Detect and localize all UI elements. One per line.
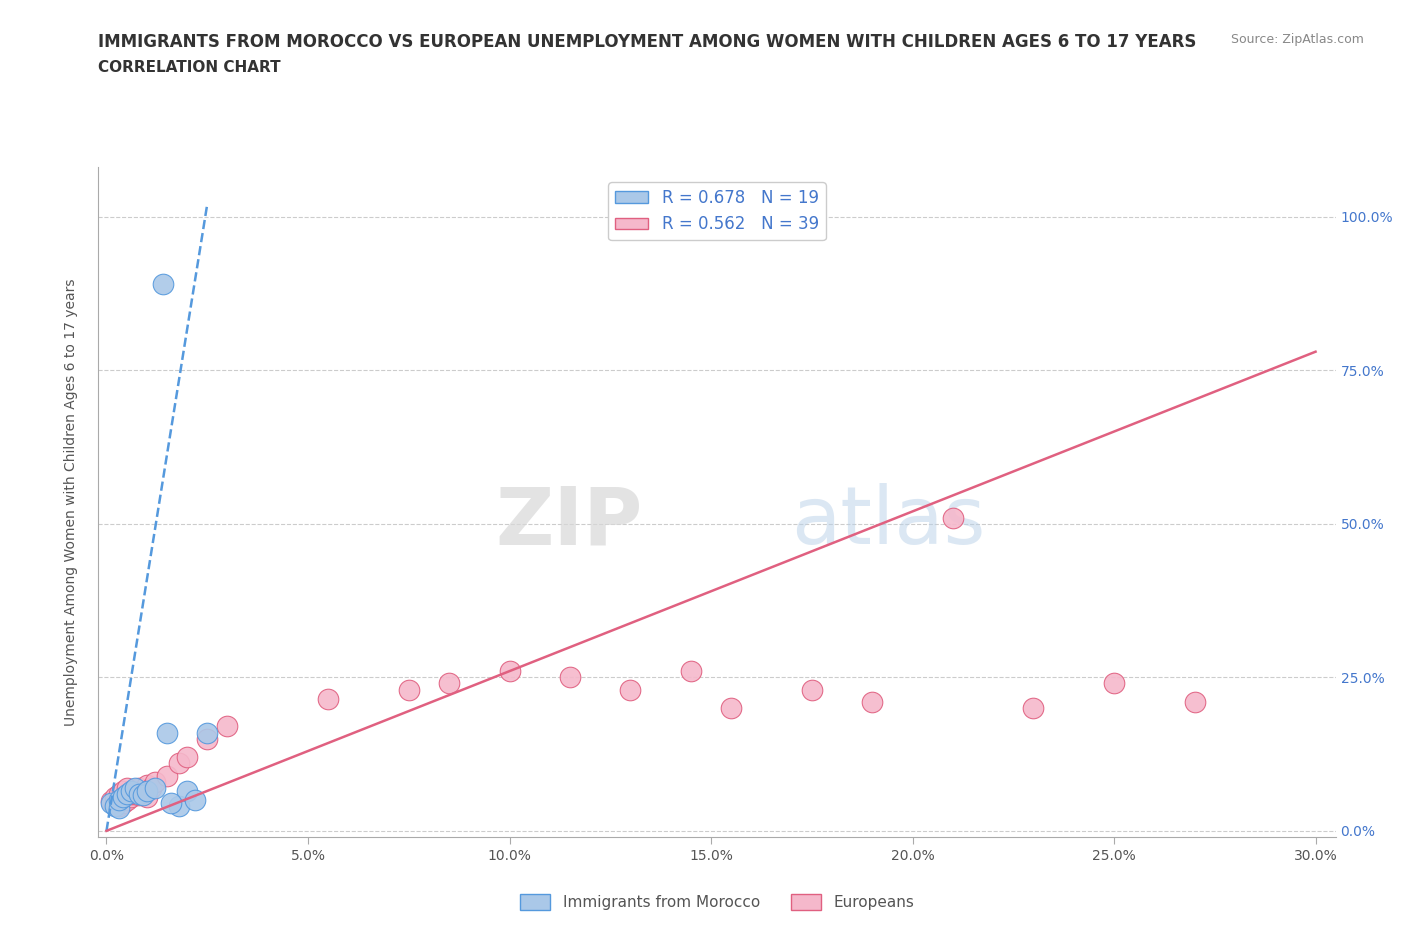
Point <box>103 799 125 814</box>
Point <box>156 768 179 783</box>
Y-axis label: Unemployment Among Women with Children Ages 6 to 17 years: Unemployment Among Women with Children A… <box>63 278 77 726</box>
Point <box>160 796 183 811</box>
Point <box>167 756 190 771</box>
Point <box>132 785 155 800</box>
Point <box>800 682 823 697</box>
Text: ZIP: ZIP <box>495 484 643 562</box>
Point <box>860 695 883 710</box>
Point <box>195 725 218 740</box>
Point <box>100 796 122 811</box>
Point <box>152 277 174 292</box>
Text: Source: ZipAtlas.com: Source: ZipAtlas.com <box>1230 33 1364 46</box>
Point <box>176 783 198 798</box>
Point <box>111 783 134 798</box>
Point <box>135 790 157 804</box>
Point <box>184 792 207 807</box>
Point <box>316 691 339 706</box>
Point <box>1184 695 1206 710</box>
Point <box>195 731 218 746</box>
Point <box>619 682 641 697</box>
Point <box>115 792 138 807</box>
Point <box>143 780 166 795</box>
Point <box>558 670 581 684</box>
Point <box>115 780 138 795</box>
Point <box>128 788 150 803</box>
Legend: Immigrants from Morocco, Europeans: Immigrants from Morocco, Europeans <box>513 888 921 916</box>
Point <box>217 719 239 734</box>
Point <box>437 676 460 691</box>
Point <box>124 780 146 795</box>
Point <box>115 787 138 802</box>
Point <box>132 788 155 803</box>
Point <box>103 790 125 804</box>
Point <box>107 787 129 802</box>
Point <box>942 511 965 525</box>
Point <box>679 664 702 679</box>
Point <box>111 796 134 811</box>
Point <box>135 783 157 798</box>
Point <box>128 787 150 802</box>
Point <box>498 664 520 679</box>
Point <box>120 790 142 804</box>
Point <box>143 775 166 790</box>
Text: IMMIGRANTS FROM MOROCCO VS EUROPEAN UNEMPLOYMENT AMONG WOMEN WITH CHILDREN AGES : IMMIGRANTS FROM MOROCCO VS EUROPEAN UNEM… <box>98 33 1197 50</box>
Point <box>100 794 122 809</box>
Point <box>135 777 157 792</box>
Point <box>111 790 134 804</box>
Text: atlas: atlas <box>792 484 986 562</box>
Point <box>107 800 129 815</box>
Point <box>156 725 179 740</box>
Point <box>124 787 146 802</box>
Point <box>167 799 190 814</box>
Point <box>1022 700 1045 715</box>
Point <box>107 792 129 807</box>
Point <box>1102 676 1125 691</box>
Point <box>103 798 125 813</box>
Point <box>139 780 162 795</box>
Point <box>176 750 198 764</box>
Point <box>120 787 142 802</box>
Point <box>398 682 420 697</box>
Point <box>120 783 142 798</box>
Point <box>124 783 146 798</box>
Text: CORRELATION CHART: CORRELATION CHART <box>98 60 281 75</box>
Point <box>720 700 742 715</box>
Point <box>107 799 129 814</box>
Point <box>128 780 150 795</box>
